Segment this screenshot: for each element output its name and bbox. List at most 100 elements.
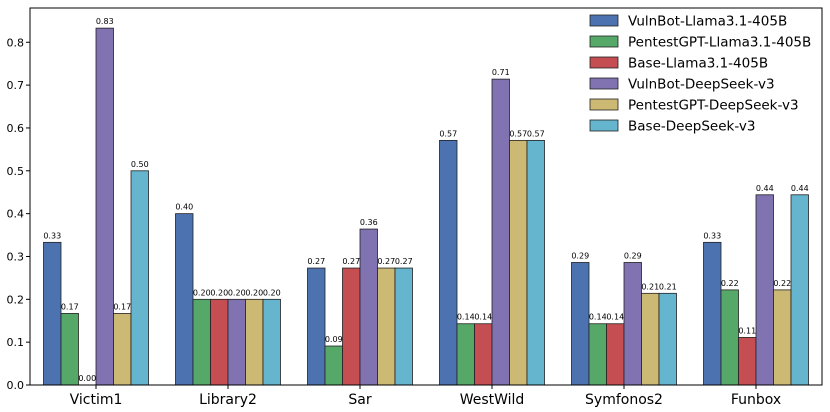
category-label: Sar xyxy=(348,392,371,408)
bar xyxy=(491,78,510,386)
bar-value-label: 0.14 xyxy=(606,313,624,322)
bar-value-label: 0.40 xyxy=(175,203,193,212)
bar-value-label: 0.83 xyxy=(96,17,114,26)
bar-value-label: 0.17 xyxy=(113,302,131,311)
category-label: Symfonos2 xyxy=(585,392,663,408)
y-tick-label: 0.0 xyxy=(7,379,25,392)
legend-swatch xyxy=(589,35,619,48)
bar xyxy=(342,267,361,386)
bar xyxy=(95,27,114,386)
bar xyxy=(474,323,493,386)
bar-value-label: 0.22 xyxy=(721,279,739,288)
legend-swatch xyxy=(589,14,619,27)
y-tick-label: 0.2 xyxy=(7,293,25,306)
bar xyxy=(588,323,607,386)
y-tick-label: 0.1 xyxy=(7,336,25,349)
plot-frame xyxy=(29,7,823,386)
legend-label: Base-Llama3.1-405B xyxy=(628,56,768,72)
bar xyxy=(307,267,326,386)
bar xyxy=(720,289,739,386)
bar xyxy=(738,337,757,386)
legend-swatch xyxy=(589,56,619,69)
legend: VulnBot-Llama3.1-405B PentestGPT-Llama3.1… xyxy=(589,14,811,135)
bar xyxy=(175,213,194,386)
legend-swatch xyxy=(589,98,619,111)
bar xyxy=(703,241,722,386)
bar xyxy=(262,298,281,386)
bar xyxy=(113,313,132,386)
bar xyxy=(394,267,413,386)
legend-swatch xyxy=(589,119,619,132)
bar xyxy=(509,139,528,386)
bar xyxy=(641,292,660,386)
category-label: WestWild xyxy=(460,392,525,408)
bar xyxy=(606,323,625,386)
category-label: Library2 xyxy=(199,392,257,408)
x-axis: Victim1 Library2 Sar WestWild Symfonos2 Funbo… xyxy=(70,385,781,408)
bar-value-label: 0.27 xyxy=(377,257,395,266)
y-tick-label: 0.6 xyxy=(7,122,25,135)
bar xyxy=(227,298,246,386)
y-axis: 0.0 0.1 0.2 0.3 0.4 0.5 0.6 0.7 0.8 xyxy=(7,36,30,392)
bar-value-label: 0.21 xyxy=(659,282,677,291)
bar xyxy=(245,298,264,386)
bar xyxy=(43,241,62,386)
legend-label: PentestGPT-Llama3.1-405B xyxy=(628,35,811,51)
legend-label: Base-DeepSeek-v3 xyxy=(628,119,755,135)
bar-value-label: 0.33 xyxy=(703,231,721,240)
bar xyxy=(623,262,642,386)
bar-value-label: 0.20 xyxy=(210,288,228,297)
bar-value-label: 0.44 xyxy=(756,184,774,193)
bar-value-label: 0.50 xyxy=(131,160,149,169)
bar-value-label: 0.17 xyxy=(61,302,79,311)
bar xyxy=(755,194,774,386)
legend-label: VulnBot-Llama3.1-405B xyxy=(628,14,787,30)
bar-value-label: 0.14 xyxy=(589,313,607,322)
bar xyxy=(324,345,343,386)
bar xyxy=(439,139,458,386)
bar xyxy=(377,267,396,386)
legend-swatch xyxy=(589,77,619,90)
y-tick-label: 0.3 xyxy=(7,250,25,263)
bar-value-label: 0.20 xyxy=(245,288,263,297)
bar-value-label: 0.44 xyxy=(791,184,809,193)
bar xyxy=(210,298,229,386)
legend-label: VulnBot-DeepSeek-v3 xyxy=(628,77,775,93)
bar xyxy=(658,292,677,386)
bar-value-label: 0.27 xyxy=(307,257,325,266)
bar-value-label: 0.14 xyxy=(457,313,475,322)
bar-value-label: 0.20 xyxy=(193,288,211,297)
bar xyxy=(130,170,149,386)
y-tick-label: 0.8 xyxy=(7,36,25,49)
y-tick-label: 0.4 xyxy=(7,208,25,221)
bar xyxy=(60,313,79,386)
bar-value-label: 0.57 xyxy=(509,129,527,138)
bar-value-label: 0.20 xyxy=(263,288,281,297)
bar-value-label: 0.71 xyxy=(492,68,510,77)
category-label: Funbox xyxy=(731,392,781,408)
bar-value-label: 0.27 xyxy=(395,257,413,266)
data-labels-group: 0.330.170.000.830.170.500.400.20 0.20 0.20… xyxy=(43,17,808,383)
bar-value-label: 0.21 xyxy=(641,282,659,291)
bar-value-label: 0.33 xyxy=(43,231,61,240)
bar-value-label: 0.36 xyxy=(360,218,378,227)
bar-value-label: 0.09 xyxy=(325,335,343,344)
category-label: Victim1 xyxy=(70,392,123,408)
bar-value-label: 0.27 xyxy=(342,257,360,266)
y-tick-label: 0.5 xyxy=(7,165,25,178)
bar xyxy=(790,194,809,386)
legend-label: PentestGPT-DeepSeek-v3 xyxy=(628,98,799,114)
bar xyxy=(359,228,378,386)
bar-value-label: 0.00 xyxy=(78,374,96,383)
bar-value-label: 0.11 xyxy=(738,326,756,335)
bar-value-label: 0.14 xyxy=(474,313,492,322)
bar xyxy=(571,262,590,386)
bar-value-label: 0.57 xyxy=(527,129,545,138)
bar xyxy=(456,323,475,386)
bars-group xyxy=(43,27,809,386)
bar-value-label: 0.29 xyxy=(624,251,642,260)
y-tick-label: 0.7 xyxy=(7,79,25,92)
bar-value-label: 0.20 xyxy=(228,288,246,297)
bar xyxy=(192,298,211,386)
